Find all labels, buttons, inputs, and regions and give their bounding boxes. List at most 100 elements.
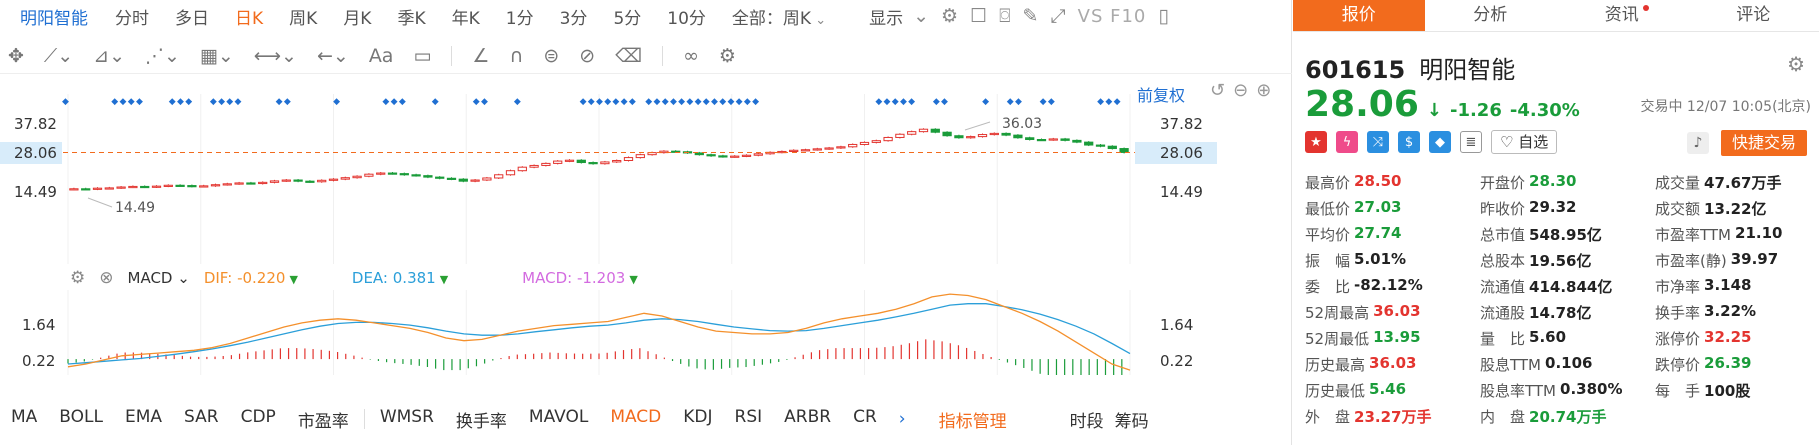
text-tool-icon[interactable]: Aa bbox=[368, 44, 394, 67]
dollar-icon[interactable]: $ bbox=[1398, 131, 1420, 153]
period-tab[interactable]: 月K bbox=[343, 8, 372, 29]
event-marker-icon[interactable]: ◆ bbox=[654, 97, 661, 107]
event-marker-icon[interactable]: ◆ bbox=[1114, 97, 1121, 107]
event-marker-icon[interactable]: ◆ bbox=[941, 97, 948, 107]
period-tab[interactable]: 10分 bbox=[667, 8, 706, 29]
indicator-tab[interactable]: KDJ bbox=[683, 406, 713, 427]
indicator-tab[interactable]: CDP bbox=[240, 406, 276, 427]
event-marker-icon[interactable]: ◆ bbox=[235, 97, 242, 107]
quick-trade-button[interactable]: 快捷交易 bbox=[1721, 130, 1807, 156]
event-marker-icon[interactable]: ◆ bbox=[900, 97, 907, 107]
hide-icon[interactable]: ⊘ bbox=[579, 44, 596, 67]
period-tab[interactable]: 年K bbox=[451, 8, 480, 29]
event-marker-icon[interactable]: ◆ bbox=[432, 97, 439, 107]
reset-icon[interactable]: ↺ bbox=[1210, 80, 1226, 101]
event-marker-icon[interactable]: ◆ bbox=[481, 97, 488, 107]
event-marker-icon[interactable]: ◆ bbox=[621, 97, 628, 107]
zoom-out-icon[interactable]: ⊖ bbox=[1233, 80, 1249, 101]
indicator-tab[interactable]: MAVOL bbox=[528, 406, 589, 427]
display-chevron-icon[interactable]: ⌄ bbox=[913, 5, 930, 27]
macd-selector[interactable]: MACD ⌄ bbox=[127, 269, 190, 287]
gear-icon[interactable]: ⚙ bbox=[941, 5, 959, 27]
indicator-tab[interactable]: BOLL bbox=[59, 406, 103, 427]
chips-tab[interactable]: 筹码 bbox=[1114, 411, 1149, 432]
angle-tool-icon[interactable]: ∠ bbox=[472, 44, 490, 67]
tab-quote[interactable]: 报价 bbox=[1293, 0, 1425, 31]
trash-icon[interactable]: ⌫ bbox=[615, 44, 643, 67]
settings-icon[interactable]: ⚙ bbox=[718, 44, 736, 67]
event-marker-icon[interactable]: ◆ bbox=[128, 97, 135, 107]
session-tab[interactable]: 时段 bbox=[1069, 411, 1104, 432]
event-marker-icon[interactable]: ◆ bbox=[473, 97, 480, 107]
magnet-icon[interactable]: ∩ bbox=[509, 44, 524, 67]
tab-news[interactable]: 资讯 bbox=[1556, 0, 1688, 31]
event-marker-icon[interactable]: ◆ bbox=[703, 97, 710, 107]
event-marker-icon[interactable]: ◆ bbox=[185, 97, 192, 107]
more-indicators-icon[interactable]: › bbox=[898, 409, 906, 429]
event-marker-icon[interactable]: ◆ bbox=[1097, 97, 1104, 107]
indicator-tab[interactable]: CR bbox=[853, 406, 877, 427]
event-marker-icon[interactable]: ◆ bbox=[908, 97, 915, 107]
event-marker-icon[interactable]: ◆ bbox=[744, 97, 751, 107]
event-marker-icon[interactable]: ◆ bbox=[218, 97, 225, 107]
add-watchlist-button[interactable]: ♡ 自选 bbox=[1491, 130, 1558, 154]
event-marker-icon[interactable]: ◆ bbox=[982, 97, 989, 107]
price-adjust-dropdown[interactable]: 前复权 bbox=[1137, 86, 1186, 105]
square-icon[interactable]: ☐ bbox=[970, 5, 988, 27]
event-marker-icon[interactable]: ◆ bbox=[719, 97, 726, 107]
event-marker-icon[interactable]: ◆ bbox=[391, 97, 398, 107]
event-marker-icon[interactable]: ◆ bbox=[514, 97, 521, 107]
macd-settings-icon[interactable]: ⚙ bbox=[70, 268, 86, 288]
indicator-manager-link[interactable]: 指标管理 bbox=[938, 411, 1007, 432]
period-tab[interactable]: 周K bbox=[289, 8, 318, 29]
event-marker-icon[interactable]: ◆ bbox=[612, 97, 619, 107]
period-tab[interactable]: 多日 bbox=[175, 8, 209, 29]
period-tab[interactable]: 日K bbox=[235, 8, 264, 29]
event-marker-icon[interactable]: ◆ bbox=[580, 97, 587, 107]
indicator-tab[interactable]: RSI bbox=[734, 406, 763, 427]
event-marker-icon[interactable]: ◆ bbox=[875, 97, 882, 107]
event-marker-icon[interactable]: ◆ bbox=[177, 97, 184, 107]
event-marker-icon[interactable]: ◆ bbox=[933, 97, 940, 107]
event-marker-icon[interactable]: ◆ bbox=[884, 97, 891, 107]
tag-icon[interactable]: ◆ bbox=[1429, 131, 1451, 153]
macd-close-icon[interactable]: ⊗ bbox=[99, 268, 114, 288]
event-marker-icon[interactable]: ◆ bbox=[62, 97, 69, 107]
china-flag-icon[interactable]: ★ bbox=[1305, 131, 1327, 153]
bell-icon[interactable]: ♪ bbox=[1687, 132, 1709, 154]
event-marker-icon[interactable]: ◆ bbox=[120, 97, 127, 107]
tab-comments[interactable]: 评论 bbox=[1736, 5, 1771, 25]
period-tab[interactable]: 1分 bbox=[505, 8, 534, 29]
event-marker-icon[interactable]: ◆ bbox=[284, 97, 291, 107]
zoom-in-icon[interactable]: ⊕ bbox=[1256, 80, 1272, 101]
line-tool-icon[interactable]: ⟋⌄ bbox=[43, 44, 74, 67]
range-tool-icon[interactable]: ⟷⌄ bbox=[253, 44, 297, 67]
wave-tool-icon[interactable]: ⋰⌄ bbox=[145, 44, 180, 67]
event-marker-icon[interactable]: ◆ bbox=[1040, 97, 1047, 107]
indicator-tab[interactable]: EMA bbox=[124, 406, 163, 427]
event-marker-icon[interactable]: ◆ bbox=[210, 97, 217, 107]
event-marker-icon[interactable]: ◆ bbox=[596, 97, 603, 107]
period-tab[interactable]: 3分 bbox=[559, 8, 588, 29]
event-marker-icon[interactable]: ◆ bbox=[333, 97, 340, 107]
polyline-tool-icon[interactable]: ⊿⌄ bbox=[93, 44, 125, 67]
indicator-tab[interactable]: MA bbox=[11, 406, 38, 427]
arrow-tool-icon[interactable]: ←⌄ bbox=[316, 44, 349, 67]
event-marker-icon[interactable]: ◆ bbox=[670, 97, 677, 107]
event-marker-icon[interactable]: ◆ bbox=[629, 97, 636, 107]
event-marker-icon[interactable]: ◆ bbox=[1105, 97, 1112, 107]
event-marker-icon[interactable]: ◆ bbox=[892, 97, 899, 107]
event-marker-icon[interactable]: ◆ bbox=[1015, 97, 1022, 107]
comment-tool-icon[interactable]: ▭ bbox=[413, 44, 432, 67]
period-tab[interactable]: 分时 bbox=[115, 8, 149, 29]
event-marker-icon[interactable]: ◆ bbox=[695, 97, 702, 107]
camera-icon[interactable]: ⌼ bbox=[999, 5, 1011, 27]
link-icon[interactable]: ∞ bbox=[683, 44, 699, 67]
fib-tool-icon[interactable]: ▦⌄ bbox=[199, 44, 234, 67]
event-marker-icon[interactable]: ◆ bbox=[399, 97, 406, 107]
event-marker-icon[interactable]: ◆ bbox=[686, 97, 693, 107]
shuffle-icon[interactable]: ⤨ bbox=[1367, 131, 1389, 153]
fullscreen-icon[interactable]: ⤢ bbox=[1050, 5, 1066, 27]
stock-name-tab[interactable]: 明阳智能 bbox=[20, 8, 88, 29]
event-marker-icon[interactable]: ◆ bbox=[678, 97, 685, 107]
